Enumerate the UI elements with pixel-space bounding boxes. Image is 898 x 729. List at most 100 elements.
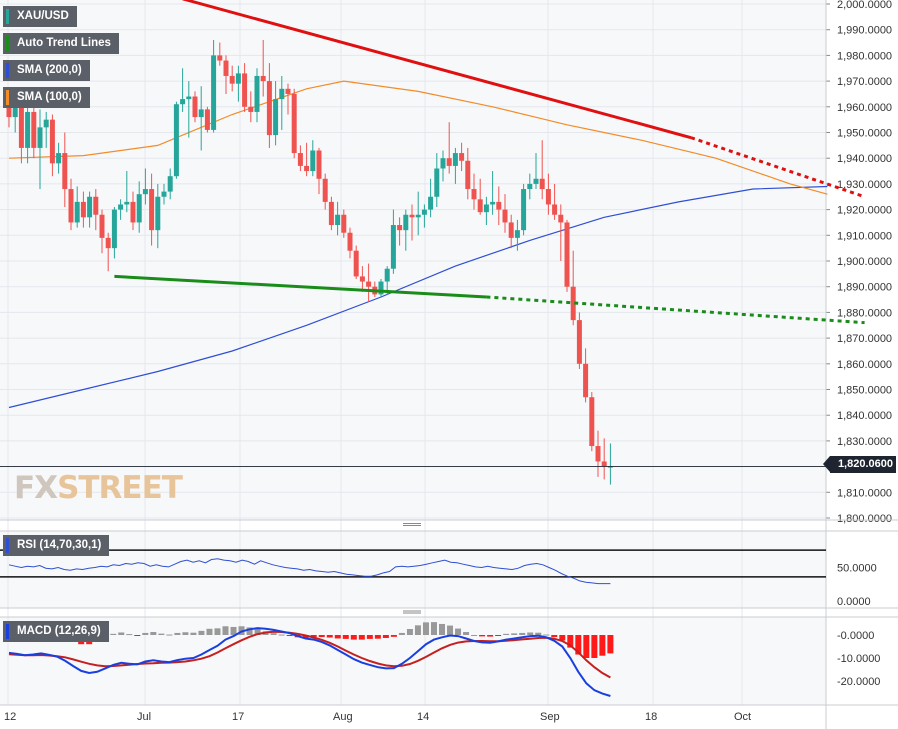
rsi-legend[interactable]: RSI (14,70,30,1) [3, 535, 110, 556]
macd-histogram-bar [246, 627, 253, 635]
macd-histogram-bar [230, 626, 237, 635]
macd-histogram-bar [398, 632, 405, 635]
candle-body [248, 106, 254, 112]
candle-body [155, 196, 161, 231]
macd-histogram-bar [463, 632, 470, 635]
candle-body [149, 189, 155, 231]
candle-body [242, 73, 248, 107]
macd-histogram-bar [543, 634, 550, 636]
sma200-swatch [6, 63, 9, 78]
macd-histogram-bar [591, 635, 598, 658]
x-tick-label: 18 [645, 711, 657, 723]
y-tick-label: 1,860.0000 [837, 359, 892, 371]
macd-histogram-bar [214, 628, 221, 635]
macd-histogram-bar [479, 635, 486, 637]
sma-200-line [8, 185, 828, 409]
candle-body [558, 214, 564, 223]
rsi-y-tick-label: 50.0000 [837, 563, 877, 575]
x-tick-label: 17 [232, 711, 244, 723]
y-tick-label: 1,920.0000 [837, 205, 892, 217]
macd-histogram-bar [206, 628, 213, 635]
candle-body [279, 88, 285, 100]
macd-histogram-bar [278, 634, 285, 636]
macd-histogram-bar [366, 635, 373, 639]
candle-body [12, 104, 18, 118]
macd-histogram-bar [430, 622, 437, 635]
macd-histogram-bar [270, 633, 277, 635]
macd-line [8, 627, 611, 697]
trend-lines-legend[interactable]: Auto Trend Lines [3, 33, 119, 54]
candle-body [167, 176, 173, 192]
watermark-fx: FX [14, 470, 58, 506]
candle-body [130, 201, 136, 223]
macd-y-tick-label: -20.0000 [837, 676, 880, 688]
y-tick-label: 1,840.0000 [837, 410, 892, 422]
candle-body [93, 196, 99, 215]
y-tick-label: 1,910.0000 [837, 230, 892, 242]
candle-body [211, 55, 217, 130]
trend-line-resistance [182, 0, 692, 140]
candle-body [25, 111, 31, 148]
trend-swatch [6, 36, 9, 51]
macd-histogram-bar [110, 633, 117, 635]
trend-line-resistance-projection [690, 136, 866, 199]
candle-body [118, 204, 124, 210]
x-tick-label: Jul [137, 711, 151, 723]
y-tick-label: 1,890.0000 [837, 282, 892, 294]
y-tick-label: 1,810.0000 [837, 487, 892, 499]
candle-body [465, 160, 471, 190]
macd-label: MACD (12,26,9) [17, 625, 101, 637]
y-tick-label: 1,960.0000 [837, 102, 892, 114]
candle-body [384, 268, 390, 282]
y-tick-label: 1,930.0000 [837, 179, 892, 191]
macd-histogram-bar [487, 635, 494, 637]
macd-histogram-bar [527, 632, 534, 635]
candle-body [564, 222, 570, 287]
macd-histogram-bar [567, 635, 574, 648]
macd-legend[interactable]: MACD (12,26,9) [3, 621, 109, 642]
candle-body [43, 119, 49, 128]
candle-body [502, 209, 508, 223]
candle-body [421, 209, 427, 215]
candle-body [80, 201, 86, 218]
macd-histogram-bar [118, 632, 125, 635]
macd-histogram-bar [535, 632, 542, 635]
candle-body [397, 225, 403, 231]
macd-y-tick-label: -10.0000 [837, 653, 880, 665]
y-tick-label: 1,970.0000 [837, 76, 892, 88]
candle-body [545, 189, 551, 205]
macd-histogram-bar [599, 635, 606, 656]
rsi-label: RSI (14,70,30,1) [17, 539, 102, 551]
sma200-legend[interactable]: SMA (200,0) [3, 60, 90, 81]
candle-body [161, 191, 167, 197]
candle-body [37, 127, 43, 148]
macd-histogram-bar [166, 634, 173, 636]
candle-body [6, 101, 12, 118]
sma100-legend[interactable]: SMA (100,0) [3, 87, 90, 108]
y-tick-label: 1,990.0000 [837, 25, 892, 37]
current-price-label: 1,820.0600 [823, 456, 896, 473]
macd-histogram-bar [190, 632, 197, 635]
y-tick-label: 1,850.0000 [837, 385, 892, 397]
macd-y-tick-label: -0.0000 [837, 630, 874, 642]
candle-body [576, 320, 582, 364]
candle-body [428, 196, 434, 210]
candle-body [186, 96, 192, 100]
macd-histogram-bar [334, 635, 341, 639]
candle-body [62, 153, 68, 190]
macd-histogram-bar [406, 629, 413, 635]
macd-histogram-bar [134, 635, 141, 636]
candle-body [217, 55, 223, 61]
candle-body [415, 214, 421, 218]
x-tick-label: Aug [333, 711, 353, 723]
symbol-legend[interactable]: XAU/USD [3, 6, 77, 27]
candle-body [180, 99, 186, 105]
y-tick-label: 2,000.0000 [837, 0, 892, 11]
macd-histogram-bar [286, 635, 293, 636]
candle-body [111, 209, 117, 249]
watermark-street: STREET [57, 470, 183, 506]
macd-histogram-bar [254, 629, 261, 635]
macd-histogram-bar [447, 625, 454, 635]
macd-histogram-bar [519, 632, 526, 635]
candle-body [390, 225, 396, 269]
